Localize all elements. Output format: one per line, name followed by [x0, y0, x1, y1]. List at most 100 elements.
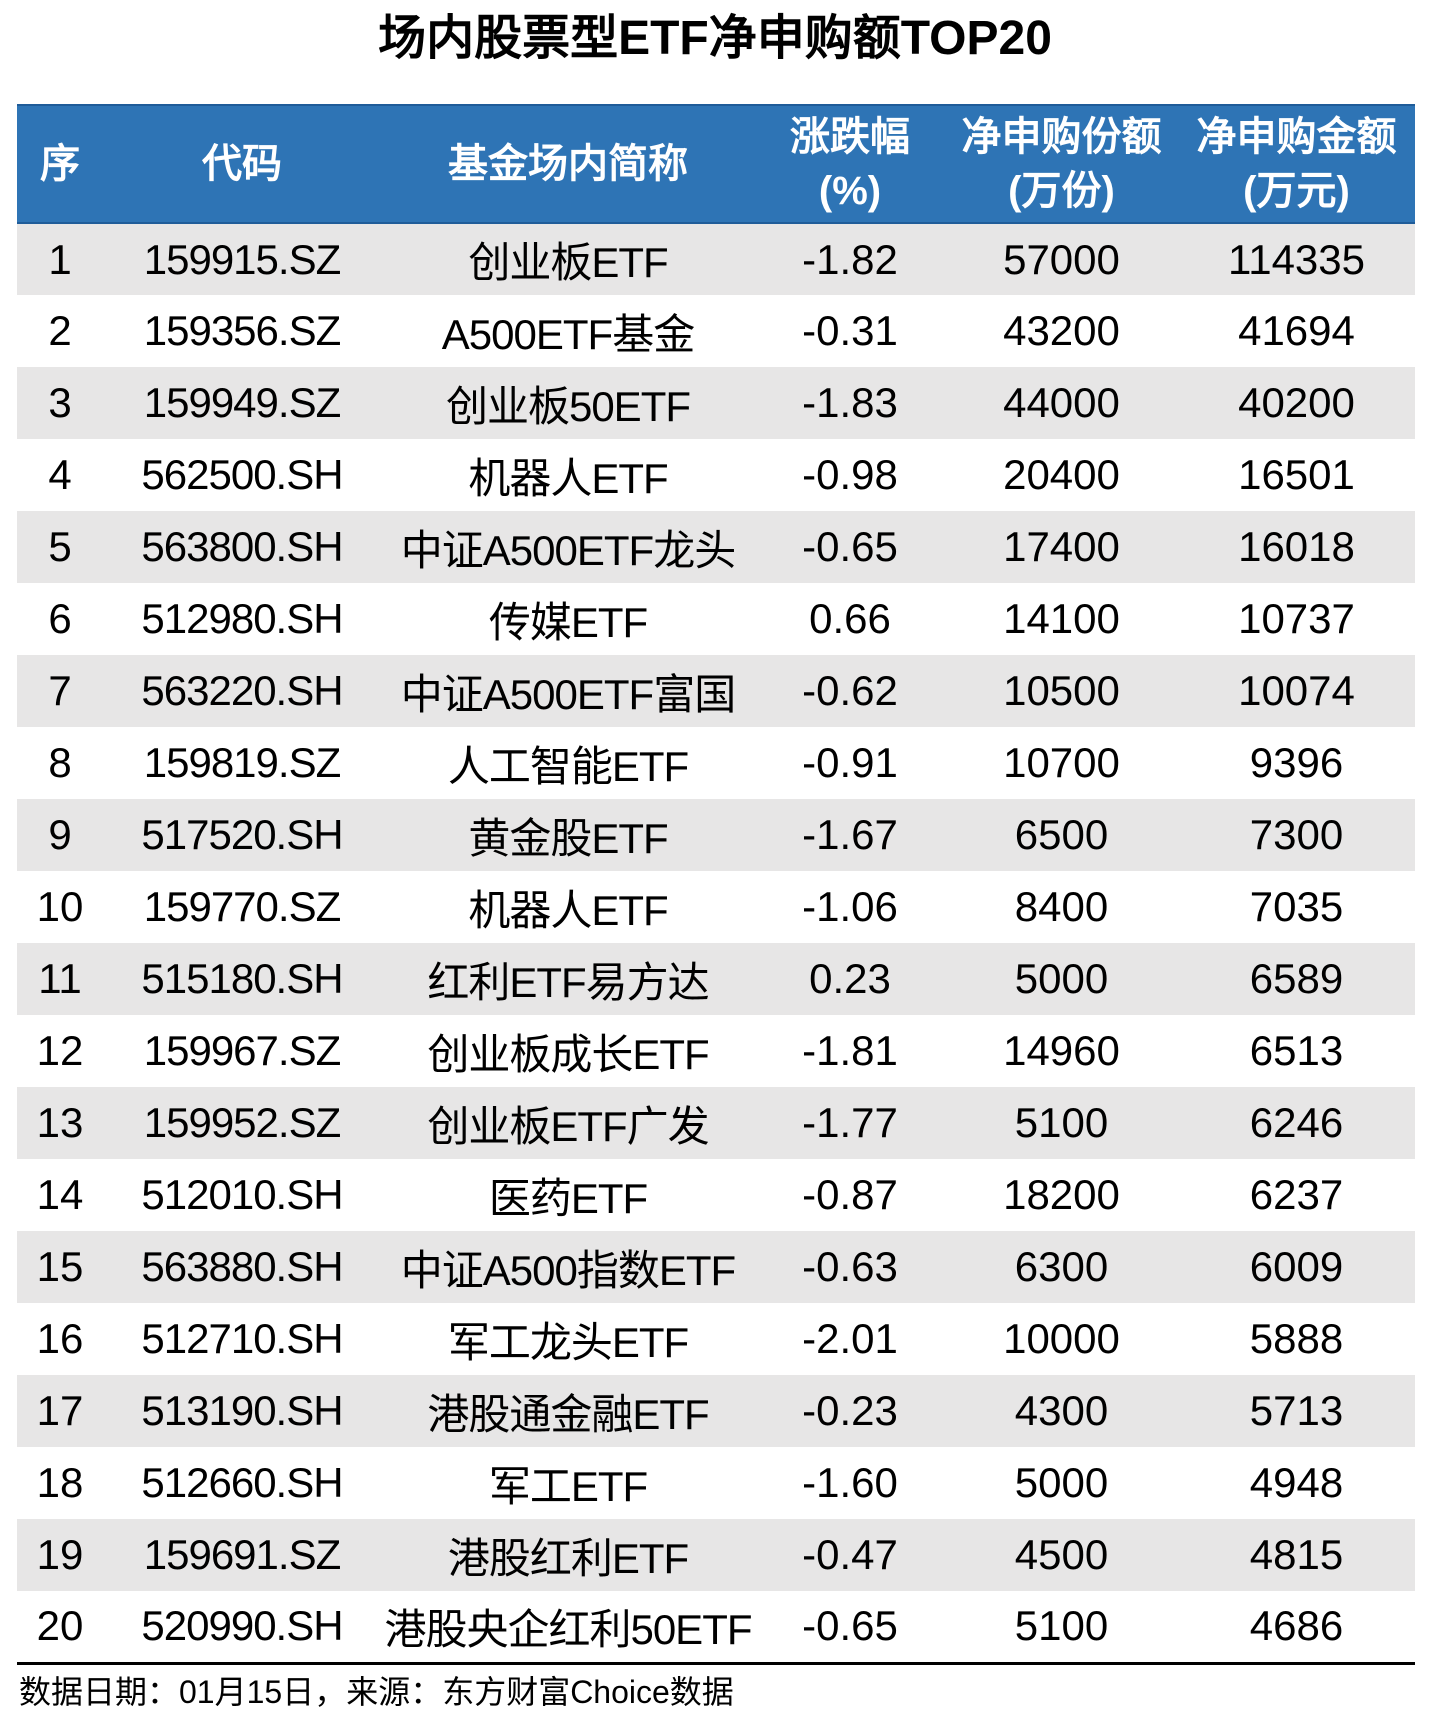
cell-net-amount: 4686 — [1178, 1591, 1415, 1665]
cell-net-shares: 10000 — [1003, 1315, 1120, 1362]
cell-change-pct: -1.77 — [755, 1087, 945, 1159]
col-header-code: 代码 — [103, 104, 381, 224]
cell-fund-name: 创业板ETF广发 — [381, 1087, 755, 1159]
cell-net-shares: 18200 — [1003, 1171, 1120, 1218]
cell-net-amount: 6009 — [1178, 1231, 1415, 1303]
cell-fund-name: 港股通金融ETF — [381, 1375, 755, 1447]
cell-seq: 9 — [17, 799, 103, 871]
cell-net-shares: 57000 — [945, 223, 1178, 295]
cell-change-pct: -1.81 — [802, 1027, 898, 1074]
cell-seq: 7 — [17, 655, 103, 727]
cell-code: 159915.SZ — [103, 223, 381, 295]
cell-change-pct: -0.98 — [802, 451, 898, 498]
cell-seq: 10 — [36, 883, 84, 930]
cell-change-pct: -0.23 — [755, 1375, 945, 1447]
cell-code: 563800.SH — [103, 511, 381, 583]
cell-net-shares: 6300 — [945, 1231, 1178, 1303]
cell-net-amount: 16501 — [1238, 451, 1355, 498]
cell-fund-name: 创业板成长ETF — [427, 1030, 709, 1078]
cell-code: 159952.SZ — [103, 1087, 381, 1159]
cell-fund-name: 港股央企红利50ETF — [381, 1591, 755, 1665]
cell-seq: 19 — [17, 1519, 103, 1591]
cell-net-amount: 41694 — [1238, 307, 1355, 354]
cell-net-shares: 44000 — [945, 367, 1178, 439]
table-row: 9 517520.SH 黄金股ETF -1.67 6500 7300 — [17, 799, 1415, 871]
cell-change-pct: -0.62 — [755, 655, 945, 727]
cell-net-shares: 4300 — [945, 1375, 1178, 1447]
cell-code: 512980.SH — [141, 595, 343, 642]
col-header-shares: 净申购份额 (万份) — [945, 104, 1178, 224]
table-row: 13 159952.SZ 创业板ETF广发 -1.77 5100 6246 — [17, 1087, 1415, 1159]
table-row: 15 563880.SH 中证A500指数ETF -0.63 6300 6009 — [17, 1231, 1415, 1303]
cell-change-pct: -1.60 — [802, 1459, 898, 1506]
col-header-name: 基金场内简称 — [381, 104, 755, 224]
cell-fund-name: A500ETF基金 — [441, 310, 695, 358]
cell-change-pct: 0.23 — [755, 943, 945, 1015]
cell-net-amount: 6246 — [1178, 1087, 1415, 1159]
cell-net-amount: 16018 — [1178, 511, 1415, 583]
cell-net-shares: 20400 — [1003, 451, 1120, 498]
cell-fund-name: 中证A500指数ETF — [381, 1231, 755, 1303]
table-row: 5 563800.SH 中证A500ETF龙头 -0.65 17400 1601… — [17, 511, 1415, 583]
cell-net-shares: 8400 — [1014, 883, 1109, 930]
cell-fund-name: 黄金股ETF — [381, 799, 755, 871]
cell-code: 563880.SH — [103, 1231, 381, 1303]
page-title: 场内股票型ETF净申购额TOP20 — [378, 12, 1052, 65]
cell-change-pct: -0.47 — [755, 1519, 945, 1591]
cell-change-pct: -1.83 — [755, 367, 945, 439]
cell-code: 512710.SH — [141, 1315, 343, 1362]
cell-net-amount: 10074 — [1178, 655, 1415, 727]
cell-seq: 2 — [48, 307, 72, 354]
cell-seq: 4 — [48, 451, 72, 498]
cell-seq: 6 — [48, 595, 72, 642]
cell-net-shares: 5000 — [1014, 1459, 1109, 1506]
cell-code: 159691.SZ — [103, 1519, 381, 1591]
cell-net-shares: 14100 — [1003, 595, 1120, 642]
cell-code: 159967.SZ — [143, 1027, 342, 1074]
cell-change-pct: -0.87 — [802, 1171, 898, 1218]
cell-seq: 8 — [48, 739, 72, 786]
cell-net-shares: 17400 — [945, 511, 1178, 583]
cell-code: 159770.SZ — [143, 883, 342, 930]
cell-change-pct: -1.06 — [802, 883, 898, 930]
cell-fund-name: 红利ETF易方达 — [381, 943, 755, 1015]
cell-net-amount: 5713 — [1178, 1375, 1415, 1447]
cell-fund-name: 机器人ETF — [468, 454, 668, 502]
cell-code: 520990.SH — [103, 1591, 381, 1665]
cell-change-pct: -0.65 — [755, 1591, 945, 1665]
table-row: 12 159967.SZ 创业板成长ETF -1.81 14960 6513 — [17, 1015, 1415, 1087]
cell-net-shares: 10700 — [1003, 739, 1120, 786]
cell-code: 513190.SH — [103, 1375, 381, 1447]
cell-net-amount: 7300 — [1178, 799, 1415, 871]
table-header: 序 代码 基金场内简称 涨跌幅 (%) 净申购份额 (万份) 净申购金额 (万元) — [17, 104, 1415, 224]
table-row: 16 512710.SH 军工龙头ETF -2.01 10000 5888 — [17, 1303, 1415, 1375]
cell-code: 562500.SH — [141, 451, 343, 498]
cell-fund-name: 军工龙头ETF — [447, 1318, 689, 1366]
cell-net-amount: 4948 — [1249, 1459, 1344, 1506]
cell-code: 512660.SH — [141, 1459, 343, 1506]
cell-fund-name: 机器人ETF — [468, 886, 668, 934]
cell-fund-name: 医药ETF — [488, 1174, 648, 1222]
table-row: 8 159819.SZ 人工智能ETF -0.91 10700 9396 — [17, 727, 1415, 799]
table-row: 4 562500.SH 机器人ETF -0.98 20400 16501 — [17, 439, 1415, 511]
cell-net-shares: 5100 — [945, 1591, 1178, 1665]
cell-fund-name: 创业板50ETF — [381, 367, 755, 439]
cell-fund-name: 传媒ETF — [488, 598, 648, 646]
cell-seq: 18 — [36, 1459, 84, 1506]
cell-seq: 3 — [17, 367, 103, 439]
cell-fund-name: 军工ETF — [488, 1462, 648, 1510]
cell-code: 159356.SZ — [143, 307, 342, 354]
header-row: 序 代码 基金场内简称 涨跌幅 (%) 净申购份额 (万份) 净申购金额 (万元) — [17, 104, 1415, 224]
cell-change-pct: -2.01 — [802, 1315, 898, 1362]
cell-net-amount: 114335 — [1178, 223, 1415, 295]
cell-code: 515180.SH — [103, 943, 381, 1015]
data-source-note: 数据日期：01月15日，来源：东方财富Choice数据 — [19, 1674, 734, 1710]
cell-fund-name: 中证A500ETF龙头 — [381, 511, 755, 583]
cell-net-amount: 7035 — [1249, 883, 1344, 930]
cell-fund-name: 人工智能ETF — [447, 742, 689, 790]
cell-net-amount: 4815 — [1178, 1519, 1415, 1591]
cell-change-pct: -0.65 — [755, 511, 945, 583]
table-row: 17 513190.SH 港股通金融ETF -0.23 4300 5713 — [17, 1375, 1415, 1447]
col-header-change: 涨跌幅 (%) — [755, 104, 945, 224]
table-row: 18 512660.SH 军工ETF -1.60 5000 4948 — [17, 1447, 1415, 1519]
